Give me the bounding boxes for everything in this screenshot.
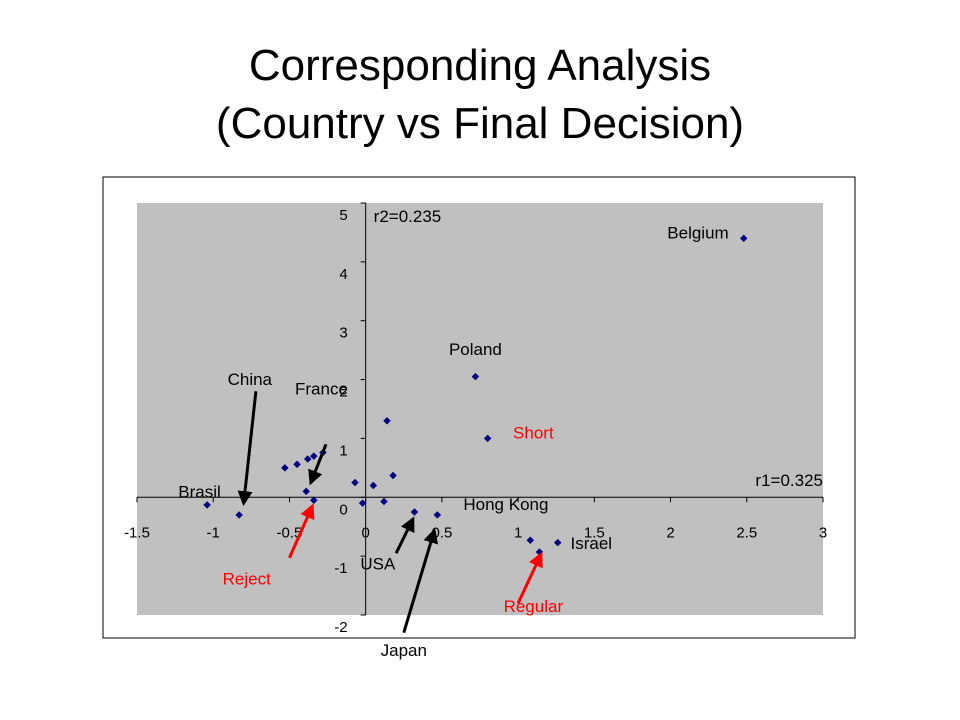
red-arrow bbox=[516, 551, 543, 604]
y-tick-label: -2 bbox=[334, 619, 347, 636]
label-usa: USA bbox=[360, 555, 396, 574]
x-axis-label: r1=0.325 bbox=[755, 471, 823, 490]
data-point bbox=[433, 511, 442, 519]
data-point bbox=[235, 511, 243, 519]
data-point bbox=[380, 497, 388, 506]
data-point bbox=[526, 536, 535, 545]
label-belgium: Belgium bbox=[667, 223, 728, 242]
data-point bbox=[739, 234, 748, 243]
data-point bbox=[203, 501, 211, 509]
label-israel: Israel bbox=[570, 534, 612, 553]
x-tick-label: 2.5 bbox=[736, 524, 757, 541]
chart-title-line-1: Corresponding Analysis bbox=[248, 41, 712, 90]
x-tick-label: -0.5 bbox=[277, 524, 303, 541]
label-brasil: Brasil bbox=[178, 482, 221, 501]
black-arrow bbox=[402, 527, 439, 634]
x-tick-label: -1.5 bbox=[124, 524, 150, 541]
data-point bbox=[302, 487, 311, 496]
black-arrow bbox=[308, 443, 328, 486]
x-tick-label: 1.5 bbox=[584, 524, 605, 541]
data-point bbox=[389, 471, 397, 480]
data-point bbox=[483, 434, 492, 443]
red-arrow bbox=[288, 503, 315, 559]
data-point bbox=[383, 416, 391, 425]
data-point bbox=[309, 452, 318, 460]
data-point bbox=[471, 372, 480, 381]
x-tick-label: 3 bbox=[819, 524, 827, 541]
y-axis-label: r2=0.235 bbox=[374, 207, 442, 226]
data-point bbox=[293, 460, 301, 469]
label-reject: Reject bbox=[223, 569, 271, 588]
y-tick-label: 0 bbox=[339, 501, 347, 518]
x-tick-label: 2 bbox=[666, 524, 674, 541]
data-point bbox=[369, 481, 378, 490]
plot-area bbox=[137, 203, 823, 615]
label-japan: Japan bbox=[381, 641, 427, 660]
label-short: Short bbox=[513, 423, 554, 442]
y-tick-label: 4 bbox=[339, 266, 347, 283]
x-tick-label: 1 bbox=[514, 524, 522, 541]
y-tick-label: 1 bbox=[339, 442, 347, 459]
label-poland: Poland bbox=[449, 340, 502, 359]
data-point bbox=[351, 478, 359, 487]
label-regular: Regular bbox=[504, 597, 564, 616]
y-tick-label: -1 bbox=[334, 560, 347, 577]
data-point bbox=[281, 464, 289, 472]
x-tick-label: 0 bbox=[361, 524, 369, 541]
label-hong-kong: Hong Kong bbox=[463, 495, 548, 514]
data-point bbox=[303, 455, 312, 463]
data-point bbox=[358, 499, 367, 508]
label-france: France bbox=[295, 379, 348, 398]
data-point bbox=[553, 538, 562, 547]
chart-title-line-2: (Country vs Final Decision) bbox=[215, 99, 745, 148]
black-arrow bbox=[394, 516, 415, 554]
label-china: China bbox=[228, 370, 273, 389]
data-point bbox=[410, 508, 419, 516]
y-tick-label: 2 bbox=[339, 384, 347, 401]
black-arrow bbox=[237, 391, 258, 507]
y-tick-label: 3 bbox=[339, 325, 347, 342]
x-tick-label: -1 bbox=[207, 524, 220, 541]
y-tick-label: 5 bbox=[339, 207, 347, 224]
